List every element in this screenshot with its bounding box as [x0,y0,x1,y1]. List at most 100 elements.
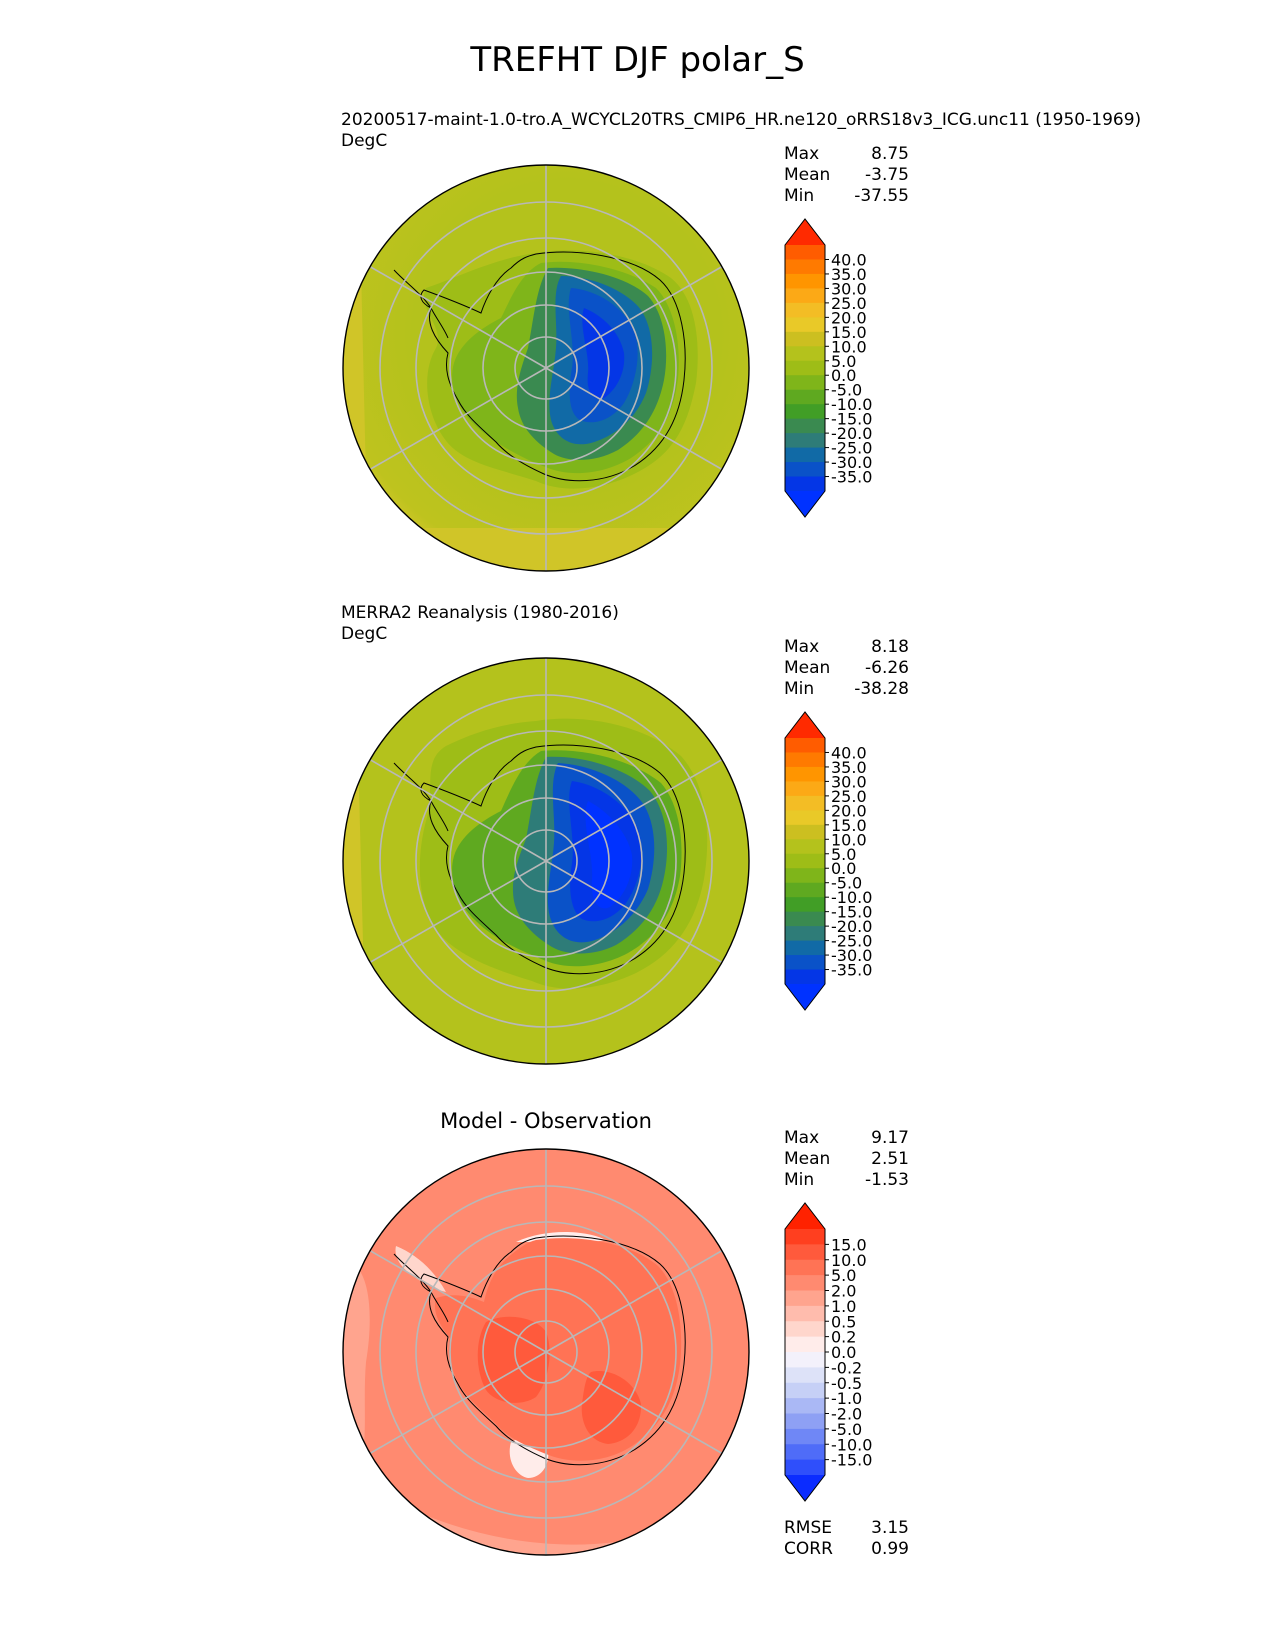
colorbar-tick-label: 15.0 [831,323,867,342]
colorbar-segment [785,433,825,449]
colorbar-tick-label: -25.0 [831,932,872,951]
colorbar-tick-label: -15.0 [831,1451,872,1470]
colorbar-segment [785,1382,825,1399]
colorbar-tick-label: -0.5 [831,1374,862,1393]
stat-max-value: 9.17 [871,1128,909,1148]
diff-panel-title: Model - Observation [440,1109,652,1133]
colorbar-segment [785,288,825,304]
colorbar-tick-label: 25.0 [831,294,867,313]
colorbar-segment [785,1305,825,1322]
colorbar-tick-label: -15.0 [831,903,872,922]
colorbar-tick-label: 35.0 [831,758,867,777]
colorbar-tick-label: 25.0 [831,787,867,806]
colorbar-tick-label: 0.0 [831,366,856,385]
colorbar-segment [785,360,825,376]
colorbar-segment [785,245,825,260]
colorbar-segment [785,418,825,434]
colorbar-segment [785,1413,825,1430]
panel-1-stats: Max 8.75 Mean -3.75 Min -37.55 [784,144,909,207]
colorbar-segment [785,781,825,797]
colorbar-tick-label: -2.0 [831,1405,862,1424]
colorbar-tick-label: -35.0 [831,961,872,980]
colorbar-segment [785,1259,825,1276]
colorbar-segment [785,752,825,768]
rmse-label: RMSE [784,1518,833,1538]
colorbar-tick-label: 5.0 [831,1266,856,1285]
west-warm-band [343,268,366,488]
corr-value: 0.99 [871,1539,909,1559]
colorbar-segment [785,738,825,753]
weak-bias-west [343,1260,370,1492]
colorbar-tick-label: 2.0 [831,1282,856,1301]
strong-bias-1 [477,1316,550,1403]
colorbar-tick-label: 5.0 [831,845,856,864]
colorbar-tick-label: -20.0 [831,917,872,936]
panel-2-title: MERRA2 Reanalysis (1980-2016) DegC [341,603,619,645]
stat-mean-value: 2.51 [871,1149,909,1169]
colorbar-tick-label: 1.0 [831,1297,856,1316]
colorbar-outline [784,1202,826,1502]
colorbar-tick-label: -5.0 [831,381,862,400]
colorbar-segment [785,911,825,927]
panel-1-units: DegC [341,131,388,151]
colorbar-segment [785,955,825,971]
stat-min-label: Min [784,679,815,699]
colorbar-segment [785,926,825,942]
colorbar-tick-label: 30.0 [831,772,867,791]
colorbar-segment [785,1428,825,1445]
stat-max-label: Max [784,637,820,657]
colorbar-segment [785,476,825,492]
colorbar-extend-bottom [785,1475,825,1501]
colorbar-tick-label: 10.0 [831,337,867,356]
colorbar-segment [785,1444,825,1461]
colorbar-segment [785,1352,825,1368]
colorbar-segment [785,331,825,347]
colorbar-tick-label: -1.0 [831,1389,862,1408]
colorbar-tick-label: -10.0 [831,888,872,907]
colorbar-segment [785,462,825,478]
graticule [361,658,731,1064]
colorbar-segment [785,766,825,782]
stat-max-value: 8.75 [871,144,909,164]
colorbar-tick-label: 20.0 [831,308,867,327]
colorbar-tick-label: 30.0 [831,279,867,298]
colorbar-segment [785,969,825,985]
panel-3-metrics: RMSE 3.15 CORR 0.99 [784,1518,909,1560]
map-boundary [342,657,750,1065]
panel-2-map [342,657,750,1065]
colorbar-extend-bottom [785,984,825,1010]
colorbar-segment [785,940,825,956]
stat-mean-label: Mean [784,165,831,185]
colorbar-extend-top [785,1203,825,1229]
colorbar-tick-label: 15.0 [831,816,867,835]
colorbar-extend-bottom [785,491,825,517]
colorbar-tick-label: -10.0 [831,395,872,414]
coastline [420,1235,686,1466]
colorbar-tick-label: -30.0 [831,946,872,965]
colorbar-tick-label: 10.0 [831,1251,867,1270]
figure-title: TREFHT DJF polar_S [470,40,805,80]
plateau-min [582,308,625,399]
colorbar-segment [785,404,825,420]
panel-2-stats: Max 8.18 Mean -6.26 Min -38.28 [784,637,909,700]
stat-min-value: -37.55 [854,186,909,206]
stat-max-label: Max [784,144,820,164]
colorbar-segment [785,346,825,362]
colorbar-tick-label: -20.0 [831,424,872,443]
stat-mean-value: -6.26 [865,658,909,678]
colorbar-segment [785,389,825,405]
colorbar-segment [785,795,825,811]
panel-1-map [342,164,750,572]
colorbar-tick-label: -5.0 [831,1420,862,1439]
colorbar-segment [785,1321,825,1338]
panel-2-colorbar: 40.035.030.025.020.015.010.05.00.0-5.0-1… [784,711,872,1011]
colorbar-tick-label: -0.2 [831,1358,862,1377]
colorbar-tick-label: 0.5 [831,1312,856,1331]
panel-3-stats: Max 9.17 Mean 2.51 Min -1.53 [784,1128,909,1191]
colorbar-tick-label: 15.0 [831,1235,867,1254]
colorbar-tick-label: 0.0 [831,1343,856,1362]
colorbar-segment [785,259,825,275]
stat-min-value: -38.28 [854,679,909,699]
colorbar-tick-label: -5.0 [831,874,862,893]
colorbar-extend-top [785,712,825,738]
